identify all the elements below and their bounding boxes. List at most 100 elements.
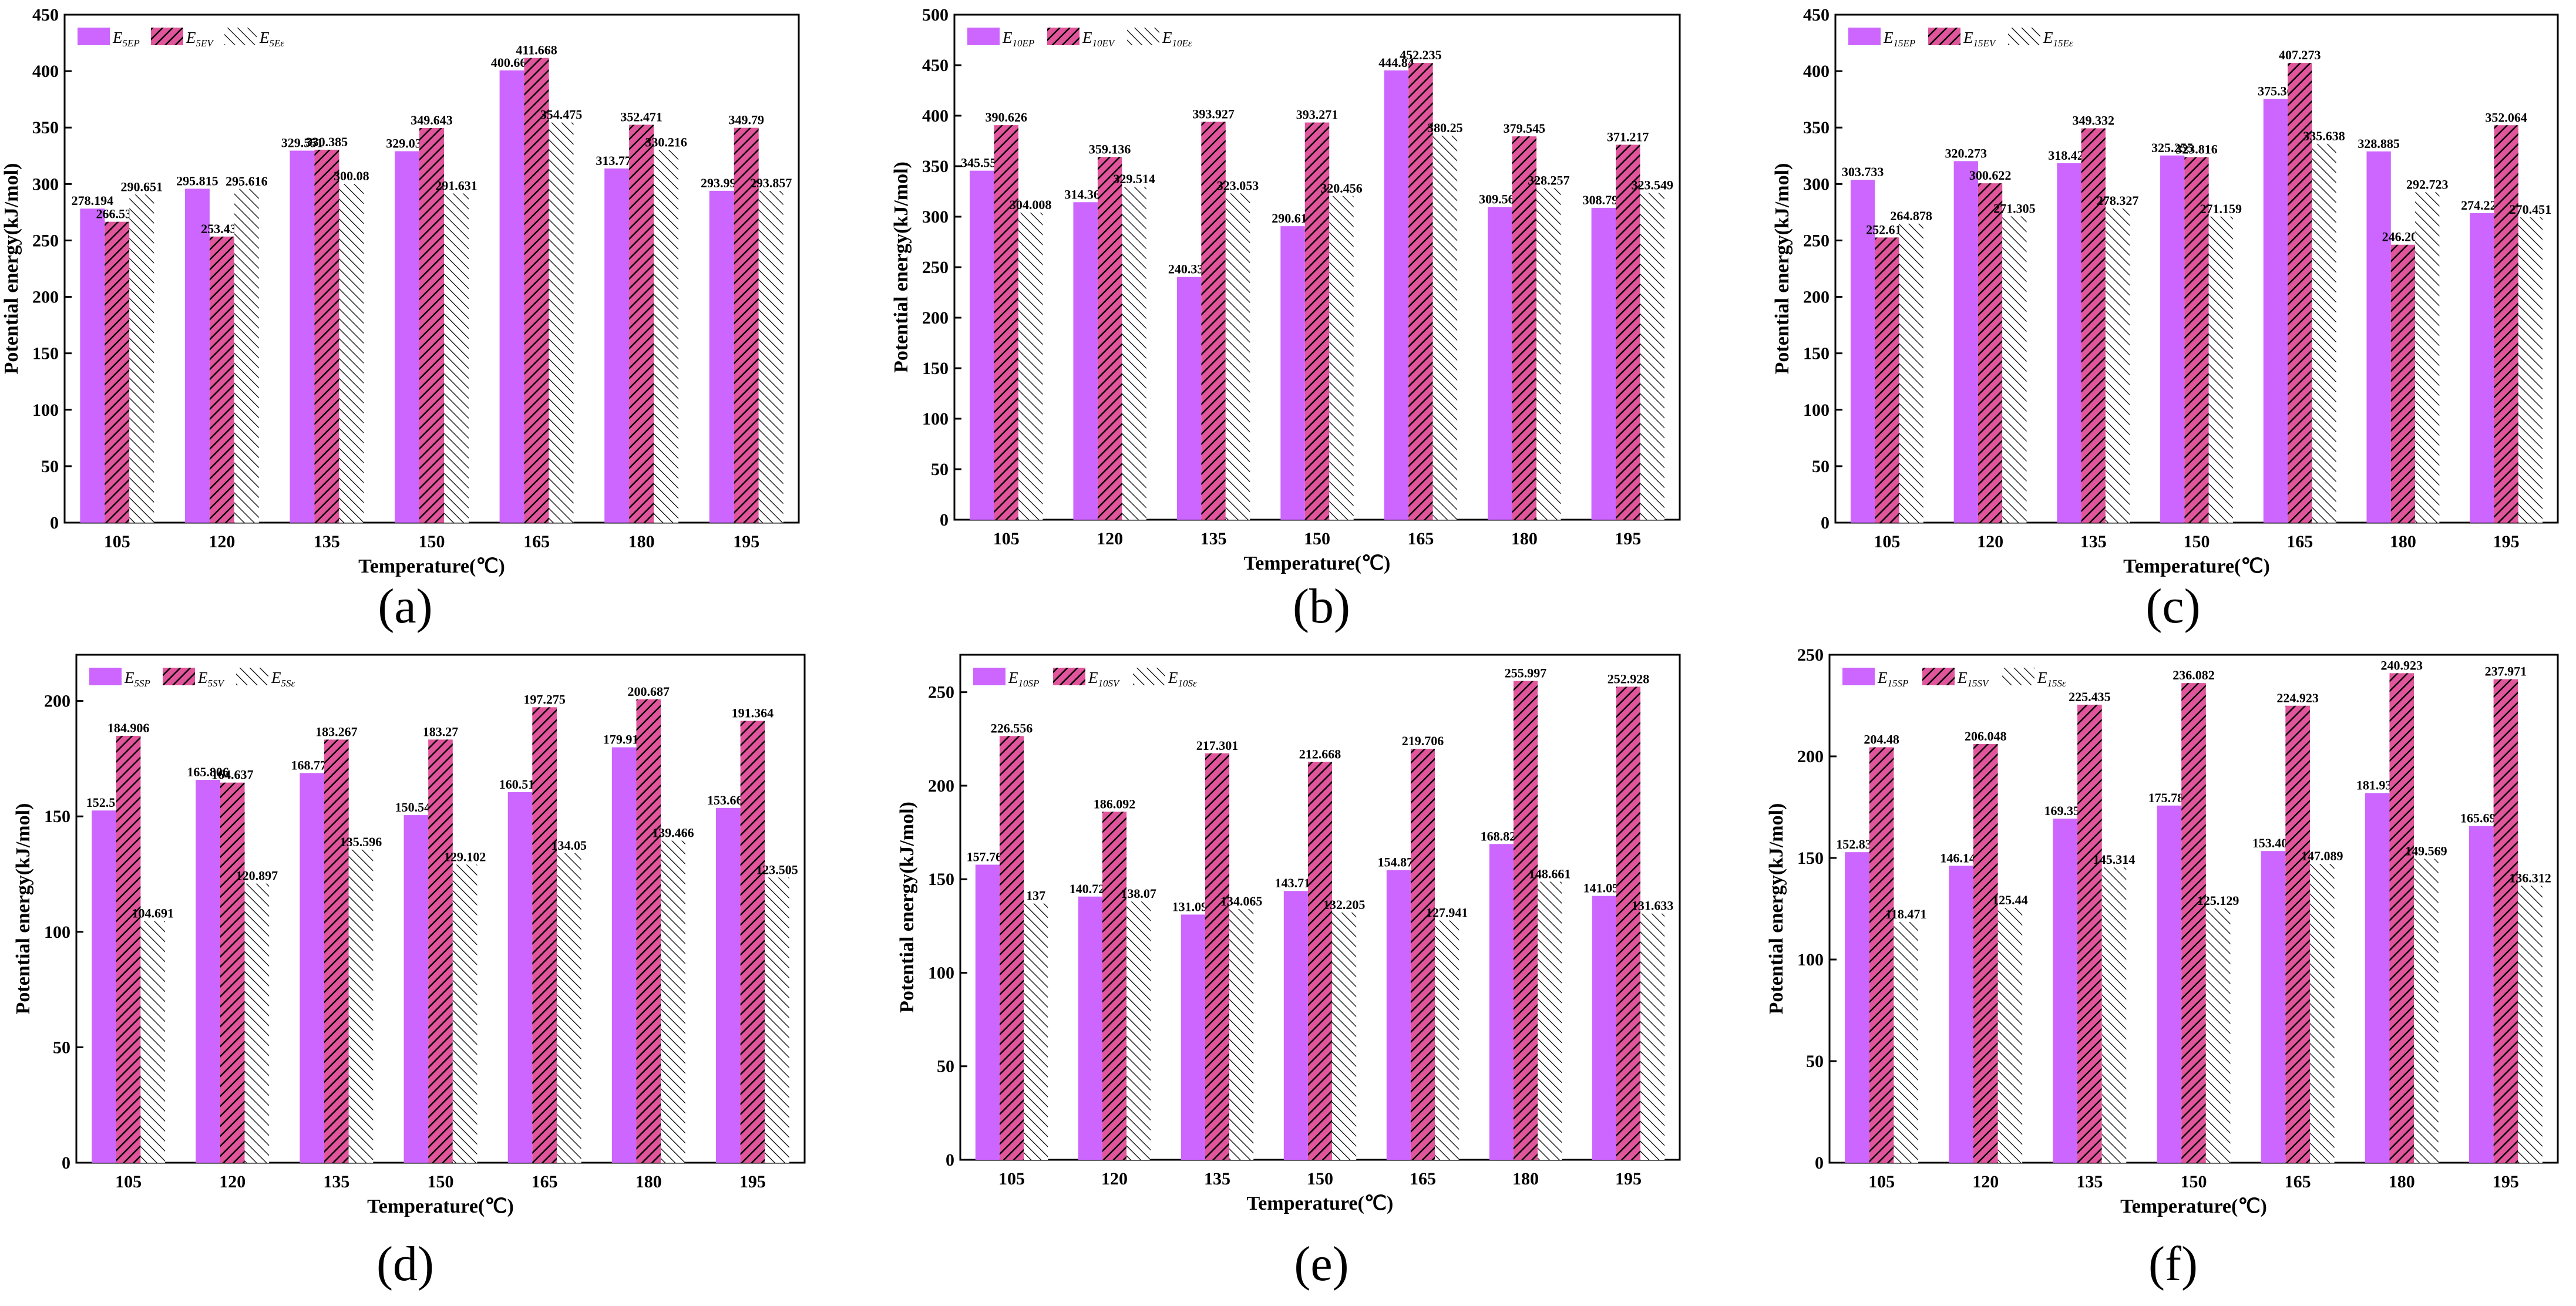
bar-e-120	[1122, 187, 1146, 520]
x-tick-label: 165	[2286, 532, 2313, 551]
legend-swatch-e	[2008, 28, 2040, 45]
legend-swatch-e	[224, 28, 257, 45]
data-label: 328.885	[2358, 136, 2400, 151]
legend-swatch-p	[1848, 28, 1881, 45]
chart-panel-6: 050100150200250105152.838204.48118.47112…	[1765, 645, 2559, 1291]
bar-v-105	[1869, 747, 1894, 1163]
bar-e-180	[654, 150, 679, 523]
legend-swatch-p	[973, 668, 1005, 685]
data-label: 136.312	[2509, 870, 2551, 885]
bar-v-135	[1205, 753, 1230, 1160]
x-axis-title: Temperature(℃)	[2120, 1196, 2267, 1217]
bar-v-180	[1513, 681, 1538, 1160]
data-label: 349.79	[728, 113, 764, 127]
data-label: 444.84	[1378, 55, 1414, 70]
bar-v-165	[1408, 63, 1433, 520]
x-tick-label: 105	[115, 1172, 142, 1191]
data-label: 165.806	[187, 765, 229, 779]
bar-v-195	[1616, 686, 1641, 1160]
panel-label: (a)	[378, 579, 432, 634]
legend-label-e: E10Sε	[1168, 669, 1197, 689]
x-axis-title: Temperature(℃)	[1244, 553, 1391, 574]
legend-label-p: E15SP	[1877, 669, 1908, 689]
bar-p-135	[290, 150, 315, 523]
bar-v-195	[2493, 679, 2518, 1163]
y-tick-label: 150	[1803, 344, 1830, 363]
y-tick-label: 50	[53, 1038, 70, 1057]
data-label: 135.596	[340, 834, 382, 849]
bar-p-180	[1489, 844, 1514, 1160]
y-tick-label: 150	[44, 807, 70, 826]
y-axis-title: Potential energy(kJ/mol)	[1765, 803, 1787, 1015]
y-tick-label: 50	[1806, 1052, 1824, 1071]
legend-swatch-v	[1922, 668, 1955, 685]
bar-p-150	[1280, 226, 1305, 520]
bar-p-135	[2053, 819, 2078, 1163]
legend-label-e: E5Eε	[259, 29, 284, 49]
bar-p-180	[604, 168, 630, 523]
data-label: 271.159	[2200, 201, 2242, 216]
bar-p-120	[1953, 161, 1978, 523]
legend-swatch-v	[1053, 668, 1085, 685]
legend-label-v: E5SV	[197, 669, 226, 689]
panel-label: (b)	[1293, 579, 1350, 634]
y-tick-label: 450	[32, 5, 59, 25]
data-label: 252.928	[1608, 671, 1650, 686]
bar-v-165	[1410, 749, 1435, 1160]
legend: E15EP E15EV E15Eε	[1848, 28, 2073, 49]
y-tick-label: 350	[1803, 118, 1830, 137]
bar-v-150	[419, 127, 444, 523]
y-tick-label: 450	[1803, 5, 1830, 25]
bar-p-120	[1949, 866, 1973, 1163]
x-tick-label: 165	[523, 532, 550, 551]
data-label: 200.687	[628, 684, 670, 699]
bar-e-150	[1329, 196, 1354, 520]
data-label: 219.706	[1402, 733, 1444, 748]
x-axis-title: Temperature(℃)	[367, 1196, 514, 1217]
y-tick-label: 350	[922, 157, 949, 176]
data-label: 206.048	[1965, 729, 2007, 743]
y-tick-label: 100	[1797, 950, 1824, 970]
data-label: 330.216	[645, 134, 687, 149]
legend-swatch-p	[89, 668, 122, 685]
data-label: 290.651	[121, 179, 163, 194]
y-tick-label: 150	[922, 359, 949, 378]
data-label: 204.48	[1864, 732, 1899, 746]
bar-v-135	[1201, 122, 1226, 520]
bar-e-165	[1435, 920, 1459, 1160]
x-tick-label: 135	[314, 532, 340, 551]
data-label: 118.471	[1885, 907, 1926, 921]
x-axis-title: Temperature(℃)	[2123, 556, 2270, 577]
legend-swatch-p	[1842, 668, 1875, 685]
x-tick-label: 105	[1874, 532, 1900, 551]
x-tick-label: 195	[2493, 532, 2520, 551]
data-label: 224.923	[2276, 691, 2319, 705]
y-tick-label: 150	[928, 870, 954, 889]
y-tick-label: 50	[1812, 457, 1830, 476]
bar-e-105	[129, 194, 154, 523]
bar-e-135	[2105, 208, 2130, 523]
data-label: 270.451	[2510, 202, 2552, 217]
data-label: 295.616	[226, 174, 268, 189]
bar-e-150	[2205, 908, 2231, 1163]
data-label: 303.733	[1842, 164, 1884, 179]
chart-panel-5: 050100150200250105157.768226.55613712014…	[896, 654, 1681, 1291]
bar-v-180	[1512, 136, 1537, 520]
panel-label: (e)	[1294, 1237, 1348, 1291]
data-label: 320.273	[1945, 146, 1988, 160]
x-tick-label: 150	[1304, 529, 1330, 548]
bar-p-165	[1386, 870, 1411, 1160]
bar-p-150	[403, 815, 429, 1163]
x-tick-label: 105	[998, 1169, 1025, 1189]
data-label: 328.257	[1528, 173, 1570, 187]
data-label: 293.857	[750, 176, 792, 190]
bar-v-120	[209, 236, 234, 523]
bar-v-195	[740, 721, 765, 1163]
data-label: 149.569	[2405, 843, 2447, 858]
data-label: 452.235	[1400, 48, 1442, 62]
bar-p-150	[1283, 891, 1308, 1160]
y-tick-label: 50	[931, 460, 949, 479]
data-label: 349.332	[2073, 113, 2115, 128]
bar-p-195	[1591, 207, 1616, 520]
